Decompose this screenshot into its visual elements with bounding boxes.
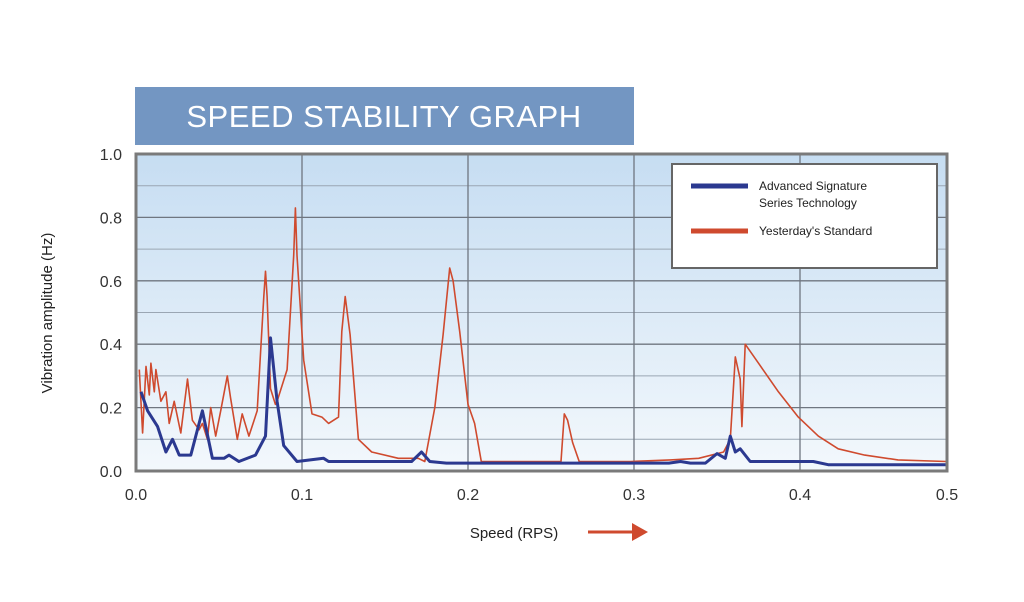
series-lines (138, 207, 947, 467)
chart-title: SPEED STABILITY GRAPH (186, 99, 581, 134)
legend-label-yesterday: Yesterday's Standard (759, 224, 872, 238)
y-tick-labels: 0.0 0.2 0.4 0.6 0.8 1.0 (100, 147, 122, 481)
x-tick-label: 0.5 (936, 487, 958, 504)
x-tick-label: 0.3 (623, 487, 645, 504)
y-tick-label: 1.0 (100, 147, 122, 164)
arrow-right-icon (588, 523, 648, 541)
y-tick-label: 0.6 (100, 274, 122, 291)
legend-label-advanced-1: Advanced Signature (759, 179, 867, 193)
y-tick-label: 0.2 (100, 401, 122, 418)
x-tick-label: 0.1 (291, 487, 313, 504)
x-tick-label: 0.2 (457, 487, 479, 504)
series-advanced-signature-line (139, 336, 947, 467)
legend: Advanced Signature Series Technology Yes… (671, 163, 938, 269)
y-axis-label: Vibration amplitude (Hz) (39, 233, 56, 394)
x-tick-label: 0.0 (125, 487, 147, 504)
legend-label-advanced-2: Series Technology (759, 196, 857, 210)
y-tick-label: 0.4 (100, 337, 122, 354)
x-tick-label: 0.4 (789, 487, 811, 504)
title-banner (135, 87, 634, 145)
plot-frame (134, 152, 949, 473)
y-tick-label: 0.0 (100, 464, 122, 481)
x-axis-label: Speed (RPS) (470, 525, 558, 542)
x-tick-labels: 0.0 0.1 0.2 0.3 0.4 0.5 (125, 487, 958, 504)
y-tick-label: 0.8 (100, 210, 122, 227)
